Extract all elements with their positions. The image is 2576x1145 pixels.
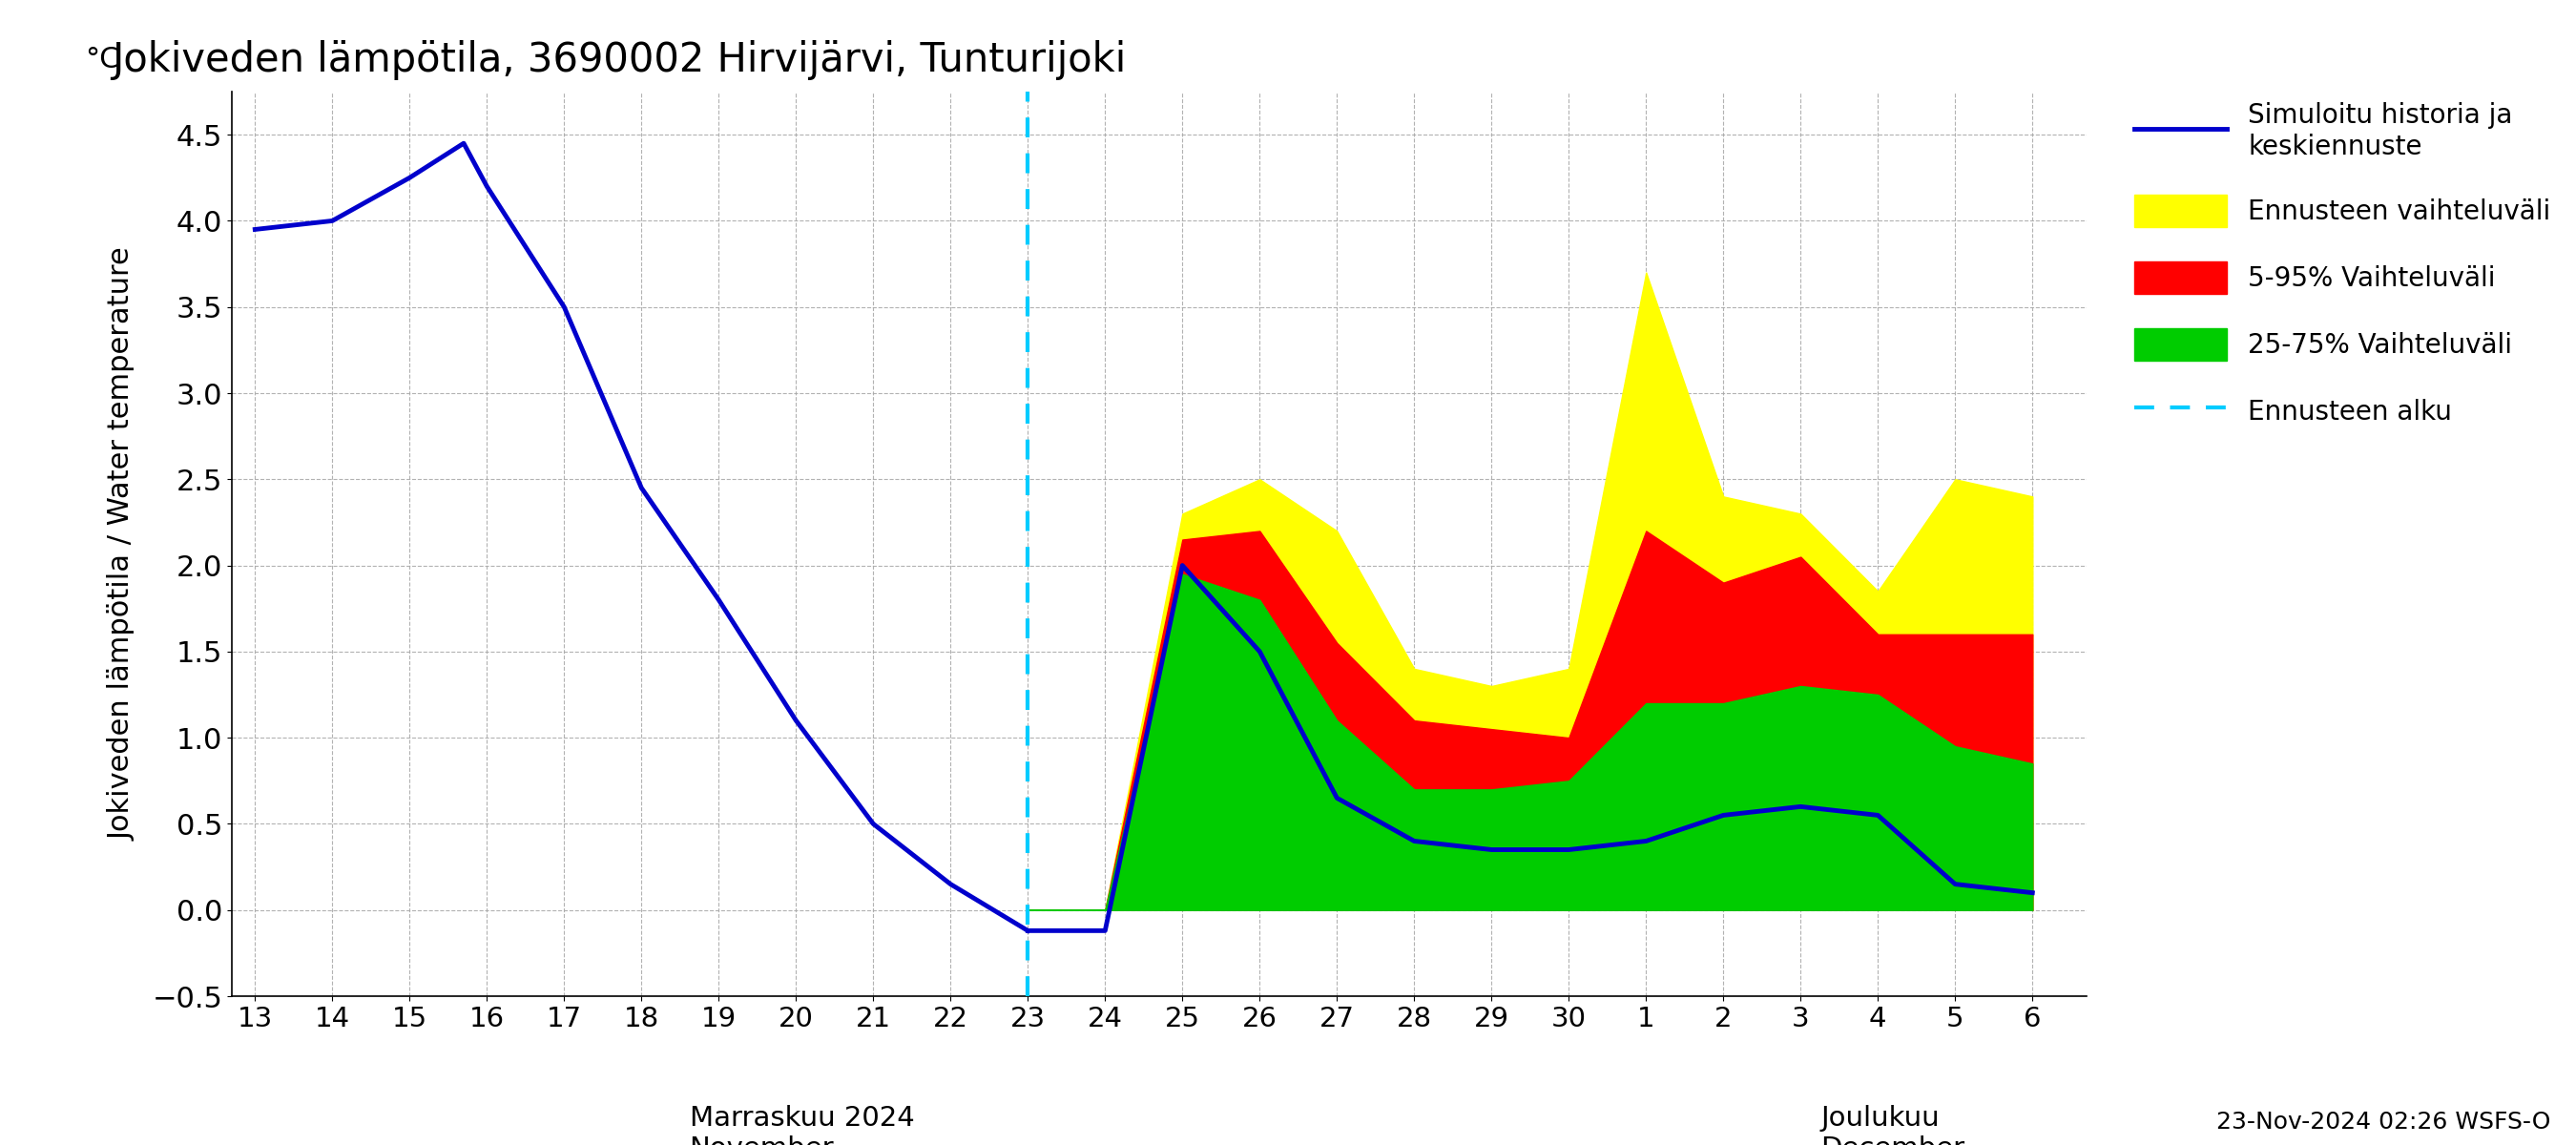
Text: 23-Nov-2024 02:26 WSFS-O: 23-Nov-2024 02:26 WSFS-O [2215,1111,2550,1134]
Legend: Simuloitu historia ja
keskiennuste, Ennusteen vaihteluväli, 5-95% Vaihteluväli, : Simuloitu historia ja keskiennuste, Ennu… [2123,92,2561,437]
Text: Jokiveden lämpötila, 3690002 Hirvijärvi, Tunturijoki: Jokiveden lämpötila, 3690002 Hirvijärvi,… [111,40,1126,80]
Text: °C: °C [85,46,118,73]
Text: Marraskuu 2024
November: Marraskuu 2024 November [690,1105,914,1145]
Y-axis label: Jokiveden lämpötila / Water temperature: Jokiveden lämpötila / Water temperature [108,247,137,840]
Text: Joulukuu
December: Joulukuu December [1821,1105,1965,1145]
